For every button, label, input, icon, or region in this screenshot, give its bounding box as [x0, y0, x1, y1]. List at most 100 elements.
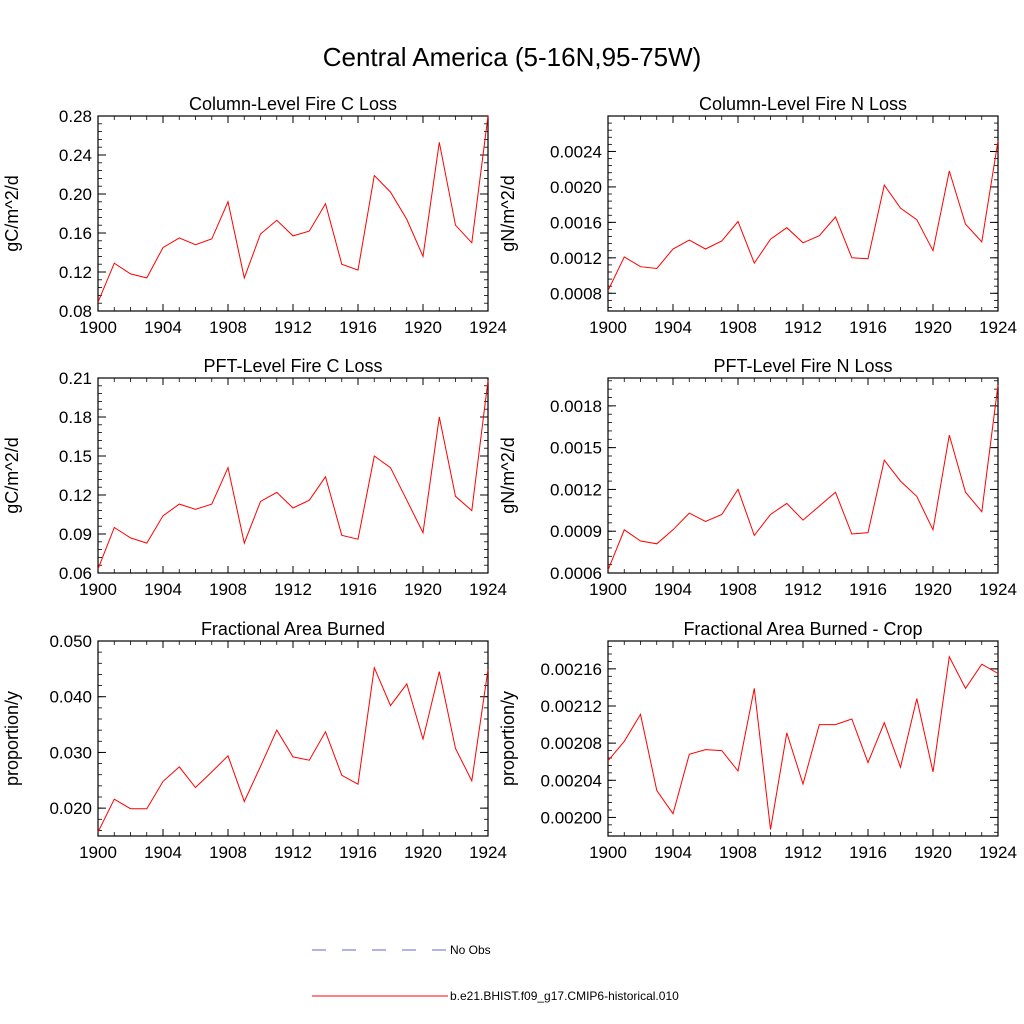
- x-tick-label: 1904: [654, 318, 692, 337]
- x-tick-label: 1904: [654, 580, 692, 599]
- x-tick-label: 1920: [914, 843, 952, 862]
- chart-panel-2: 1900 1904 1908 1912 1916 1920 1924 0.0008 0.0012…: [498, 94, 1017, 337]
- x-tick-label: 1912: [784, 318, 822, 337]
- x-tick-label: 1920: [914, 580, 952, 599]
- y-tick-label: 0.0006: [550, 564, 602, 583]
- x-tick-label: 1908: [209, 843, 247, 862]
- y-axis-label: proportion/y: [498, 691, 518, 786]
- x-tick-label: 1920: [404, 843, 442, 862]
- x-tick-label: 1924: [469, 843, 507, 862]
- plot-frame: [607, 377, 999, 574]
- y-tick-label: 0.28: [59, 107, 92, 126]
- y-tick-label: 0.00212: [541, 697, 602, 716]
- y-axis-label: gC/m^2/d: [2, 175, 22, 251]
- x-tick-label: 1904: [654, 843, 692, 862]
- x-tick-label: 1916: [339, 580, 377, 599]
- x-tick-label: 1904: [144, 318, 182, 337]
- x-tick-label: 1912: [274, 318, 312, 337]
- x-tick-label: 1916: [339, 843, 377, 862]
- y-axis-label: proportion/y: [2, 691, 22, 786]
- y-tick-label: 0.0009: [550, 522, 602, 541]
- x-tick-label: 1900: [589, 580, 627, 599]
- x-tick-label: 1912: [784, 580, 822, 599]
- series-line-1: [607, 384, 999, 571]
- y-axis-label: gC/m^2/d: [2, 437, 22, 513]
- plot-frame: [607, 115, 999, 312]
- y-tick-label: 0.16: [59, 224, 92, 243]
- x-tick-label: 1916: [849, 843, 887, 862]
- y-tick-label: 0.09: [59, 525, 92, 544]
- x-tick-label: 1904: [144, 580, 182, 599]
- y-tick-label: 0.050: [49, 632, 92, 651]
- x-tick-label: 1924: [979, 318, 1017, 337]
- y-tick-label: 0.0018: [550, 397, 602, 416]
- x-tick-label: 1908: [719, 843, 757, 862]
- chart-panel-1: 1900 1904 1908 1912 1916 1920 1924 0.08 0.12 0.16…: [2, 94, 507, 337]
- y-tick-label: 0.040: [49, 688, 92, 707]
- y-tick-label: 0.12: [59, 263, 92, 282]
- panel-title: PFT-Level Fire C Loss: [203, 356, 382, 376]
- x-tick-label: 1900: [79, 580, 117, 599]
- x-tick-label: 1916: [849, 580, 887, 599]
- panel-title: Column-Level Fire C Loss: [189, 94, 397, 114]
- y-tick-label: 0.12: [59, 486, 92, 505]
- y-tick-label: 0.18: [59, 408, 92, 427]
- y-tick-label: 0.00200: [541, 808, 602, 827]
- y-tick-label: 0.21: [59, 369, 92, 388]
- y-tick-label: 0.0012: [550, 480, 602, 499]
- plot-frame: [607, 640, 999, 837]
- x-tick-label: 1900: [589, 318, 627, 337]
- series-line-1: [97, 115, 489, 303]
- x-tick-label: 1908: [719, 318, 757, 337]
- y-tick-label: 0.08: [59, 302, 92, 321]
- panel-title: Fractional Area Burned: [201, 619, 385, 639]
- plot-frame: [97, 377, 489, 574]
- y-tick-label: 0.0012: [550, 249, 602, 268]
- y-tick-label: 0.24: [59, 146, 92, 165]
- legend-label-1: No Obs: [450, 943, 491, 957]
- x-tick-label: 1916: [339, 318, 377, 337]
- chart-panel-4: 1900 1904 1908 1912 1916 1920 1924 0.0006 0.0009…: [498, 356, 1017, 599]
- y-tick-label: 0.00204: [541, 771, 602, 790]
- y-tick-label: 0.15: [59, 447, 92, 466]
- panel-title: Fractional Area Burned - Crop: [683, 619, 922, 639]
- y-tick-label: 0.0015: [550, 439, 602, 458]
- x-tick-label: 1908: [719, 580, 757, 599]
- panels: 1900 1904 1908 1912 1916 1920 1924 0.08 0.12 0.16…: [2, 94, 1017, 862]
- y-tick-label: 0.0008: [550, 284, 602, 303]
- x-tick-label: 1920: [914, 318, 952, 337]
- panel-title: PFT-Level Fire N Loss: [713, 356, 892, 376]
- x-tick-label: 1900: [79, 843, 117, 862]
- x-tick-label: 1912: [784, 843, 822, 862]
- panel-title: Column-Level Fire N Loss: [699, 94, 907, 114]
- x-tick-label: 1924: [979, 843, 1017, 862]
- chart-panel-5: 1900 1904 1908 1912 1916 1920 1924 0.020 0.030 0.…: [2, 619, 507, 862]
- x-tick-label: 1900: [79, 318, 117, 337]
- x-tick-label: 1924: [469, 318, 507, 337]
- legend: No Obs b.e21.BHIST.f09_g17.CMIP6-historic…: [312, 943, 679, 1003]
- y-tick-label: 0.00216: [541, 660, 602, 679]
- y-tick-label: 0.06: [59, 564, 92, 583]
- y-tick-label: 0.00208: [541, 734, 602, 753]
- x-tick-label: 1904: [144, 843, 182, 862]
- y-tick-label: 0.20: [59, 185, 92, 204]
- series-line-1: [607, 655, 999, 830]
- legend-label-2: b.e21.BHIST.f09_g17.CMIP6-historical.010: [450, 989, 679, 1003]
- figure-title: Central America (5-16N,95-75W): [323, 42, 702, 72]
- chart-panel-3: 1900 1904 1908 1912 1916 1920 1924 0.06 0.09 0.12…: [2, 356, 507, 599]
- chart-panel-6: 1900 1904 1908 1912 1916 1920 1924 0.00200 0.002…: [498, 619, 1017, 862]
- x-tick-label: 1912: [274, 843, 312, 862]
- series-line-1: [97, 380, 489, 570]
- x-tick-label: 1900: [589, 843, 627, 862]
- x-tick-label: 1924: [979, 580, 1017, 599]
- y-tick-label: 0.0024: [550, 142, 602, 161]
- y-axis-label: gN/m^2/d: [498, 437, 518, 513]
- series-line-1: [607, 140, 999, 291]
- x-tick-label: 1924: [469, 580, 507, 599]
- y-tick-label: 0.0020: [550, 178, 602, 197]
- x-tick-label: 1912: [274, 580, 312, 599]
- x-tick-label: 1920: [404, 580, 442, 599]
- y-tick-label: 0.030: [49, 743, 92, 762]
- series-line-1: [97, 665, 489, 833]
